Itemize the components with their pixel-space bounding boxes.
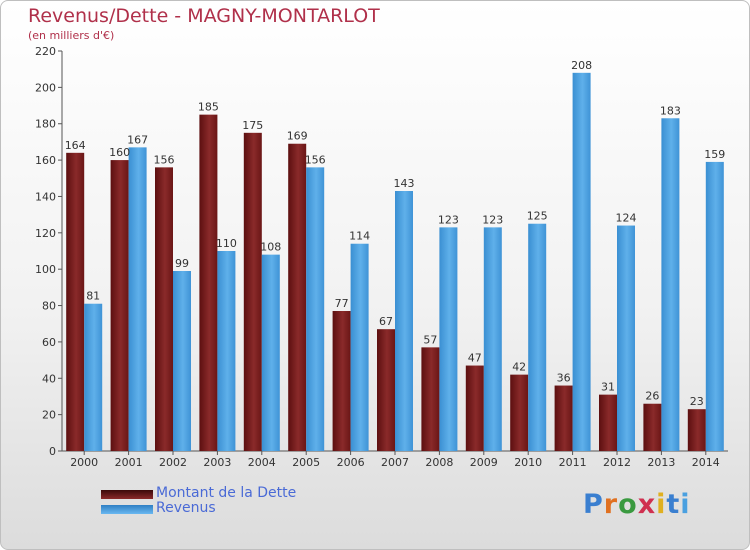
data-label-revenue: 114 (349, 230, 370, 243)
y-tick-label: 180 (35, 118, 56, 131)
bar-revenue (84, 303, 103, 451)
y-tick-label: 120 (35, 227, 56, 240)
data-label-revenue: 183 (660, 104, 681, 117)
chart-subtitle: (en milliers d'€) (28, 29, 115, 42)
data-label-debt: 42 (512, 361, 526, 374)
bars (66, 72, 724, 452)
data-label-revenue: 99 (175, 257, 189, 270)
data-label-debt: 31 (601, 381, 615, 394)
data-label-debt: 47 (468, 352, 482, 365)
bar-debt (421, 347, 440, 451)
x-tick-label: 2010 (514, 456, 542, 469)
chart-title: Revenus/Dette - MAGNY-MONTARLOT (28, 5, 380, 27)
data-label-debt: 185 (198, 101, 219, 114)
data-label-revenue: 125 (527, 210, 548, 223)
bar-revenue (617, 225, 635, 451)
x-tick-label: 2003 (203, 456, 231, 469)
bar-chart: 0 20 40 60 80 100 120 140 160 180 200 220 2000 2001 20… (35, 45, 728, 469)
y-tick-label: 40 (42, 372, 56, 385)
y-tick-label: 0 (49, 445, 56, 458)
bar-revenue (350, 243, 369, 451)
bar-revenue (395, 191, 413, 451)
data-label-debt: 175 (242, 119, 263, 132)
x-tick-label: 2008 (425, 456, 453, 469)
bar-debt (155, 167, 173, 451)
legend-swatch-debt (101, 490, 153, 499)
legend-label-debt: Montant de la Dette (156, 485, 297, 501)
data-label-revenue: 208 (571, 59, 592, 72)
y-tick-label: 80 (42, 300, 56, 313)
data-label-debt: 67 (379, 315, 393, 328)
data-label-debt: 164 (65, 139, 86, 152)
bar-debt (110, 160, 129, 451)
x-tick-label: 2005 (292, 456, 320, 469)
bar-debt (643, 403, 662, 451)
legend-label-revenue: Revenus (156, 500, 216, 516)
data-label-debt: 26 (645, 390, 659, 403)
bar-debt (377, 329, 395, 451)
x-tick-label: 2006 (337, 456, 365, 469)
x-tick-label: 2011 (559, 456, 587, 469)
y-tick-label: 220 (35, 45, 56, 58)
bar-revenue (572, 72, 591, 452)
data-label-revenue: 110 (216, 237, 237, 250)
bar-revenue (261, 254, 280, 451)
data-label-revenue: 123 (482, 213, 503, 226)
y-tick-label: 200 (35, 81, 56, 94)
data-label-revenue: 167 (127, 133, 148, 146)
legend-swatch-revenue (101, 505, 153, 514)
x-tick-label: 2009 (470, 456, 498, 469)
bar-revenue (528, 223, 547, 451)
data-label-revenue: 108 (260, 241, 281, 254)
bar-debt (332, 311, 351, 451)
bar-debt (288, 143, 307, 451)
bar-debt (510, 374, 529, 451)
bar-revenue (128, 147, 147, 451)
data-label-revenue: 156 (305, 153, 326, 166)
x-tick-label: 2014 (692, 456, 720, 469)
data-label-revenue: 123 (438, 213, 459, 226)
data-label-debt: 57 (423, 333, 437, 346)
x-tick-label: 2004 (248, 456, 276, 469)
y-tick-label: 20 (42, 409, 56, 422)
data-label-revenue: 124 (616, 212, 637, 225)
x-tick-label: 2007 (381, 456, 409, 469)
bar-revenue (705, 161, 724, 451)
x-tick-label: 2001 (115, 456, 143, 469)
x-tick-label: 2002 (159, 456, 187, 469)
data-label-debt: 156 (154, 153, 175, 166)
bar-revenue (439, 227, 458, 451)
x-tick-label: 2012 (603, 456, 631, 469)
x-tick-label: 2000 (70, 456, 98, 469)
bar-revenue (306, 167, 325, 451)
bar-revenue (217, 251, 236, 451)
proxiti-logo: Proxiti (583, 489, 691, 520)
bar-debt (243, 132, 262, 451)
bar-debt (199, 114, 218, 452)
bar-revenue (173, 271, 191, 451)
data-label-revenue: 159 (704, 148, 725, 161)
data-label-revenue: 143 (394, 177, 415, 190)
y-tick-label: 160 (35, 154, 56, 167)
bar-revenue (661, 118, 680, 451)
data-label-debt: 36 (557, 372, 571, 385)
y-tick-label: 60 (42, 336, 56, 349)
bar-debt (599, 394, 617, 451)
y-tick-label: 140 (35, 190, 56, 203)
data-label-revenue: 81 (86, 290, 100, 303)
bar-debt (687, 409, 706, 451)
bar-revenue (483, 227, 502, 451)
bar-debt (465, 365, 484, 451)
data-label-debt: 160 (109, 146, 130, 159)
bar-debt (66, 152, 85, 451)
y-tick-label: 100 (35, 263, 56, 276)
data-label-debt: 77 (335, 297, 349, 310)
data-label-debt: 169 (287, 130, 308, 143)
data-label-debt: 23 (690, 395, 704, 408)
bar-debt (554, 385, 573, 451)
x-tick-label: 2013 (647, 456, 675, 469)
